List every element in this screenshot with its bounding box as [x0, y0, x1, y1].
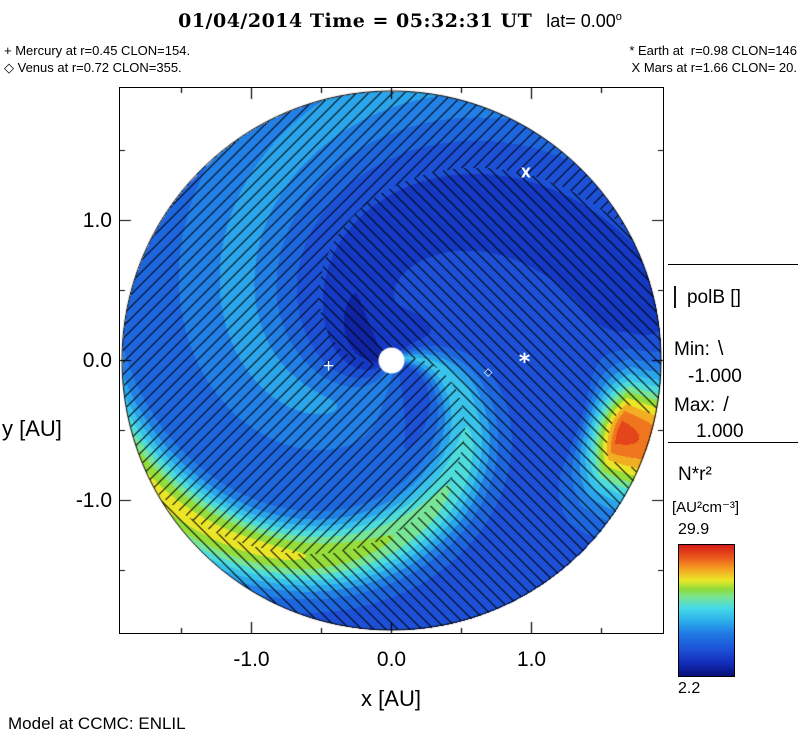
- legend-earth: * Earth at r=0.98 CLON=146: [629, 43, 797, 58]
- model-credit: Model at CCMC: ENLIL: [8, 714, 186, 733]
- polb-max-hatch-icon: /: [723, 394, 729, 416]
- divider-top: [668, 264, 798, 265]
- polb-bar-glyph: |: [672, 282, 678, 308]
- plot-date-time: 01/04/2014 Time = 05:32:31 UT: [178, 10, 533, 32]
- latitude-text: lat= 0.00: [546, 11, 616, 31]
- plot-frame: + ◇ * X: [119, 87, 664, 634]
- polb-min-label: Min:: [674, 339, 710, 360]
- x-tick-label: -1.0: [233, 648, 270, 671]
- polb-max-row: Max: /: [674, 394, 729, 417]
- colorbar-max-label: 29.9: [678, 521, 710, 538]
- polb-min-row: Min: \: [674, 338, 723, 361]
- right-panel: | polB [] Min: \ -1.000 Max: / 1.000 N*r² […: [668, 0, 798, 746]
- y-axis-label: y [AU]: [2, 416, 62, 441]
- x-tick-label: 1.0: [516, 648, 547, 671]
- legend-venus: ◇ Venus at r=0.72 CLON=355.: [4, 60, 182, 75]
- legend-mercury: + Mercury at r=0.45 CLON=154.: [4, 43, 191, 58]
- y-tick-label: 1.0: [82, 208, 112, 232]
- polb-title-row: | polB []: [672, 282, 741, 309]
- planet-marker-layer: + ◇ * X: [120, 88, 663, 633]
- plot-title: 01/04/2014 Time = 05:32:31 UT lat= 0.00o: [0, 10, 800, 32]
- legend-mars: X Mars at r=1.66 CLON= 20.: [631, 60, 797, 75]
- x-axis-label: x [AU]: [361, 686, 421, 711]
- colorbar-title: N*r²: [678, 464, 712, 485]
- planet-marker-earth: *: [518, 350, 531, 376]
- polb-min-hatch-icon: \: [717, 338, 724, 360]
- legend-left: + Mercury at r=0.45 CLON=154. ◇ Venus at…: [4, 42, 190, 76]
- colorbar-min-label: 2.2: [678, 680, 701, 697]
- colorbar: [678, 544, 735, 677]
- legend-right: * Earth at r=0.98 CLON=146 X Mars at r=1…: [629, 42, 797, 76]
- polb-title: polB []: [686, 287, 741, 308]
- y-tick-label: 0.0: [82, 348, 112, 372]
- y-tick-label: -1.0: [75, 488, 112, 512]
- polb-max-label: Max:: [674, 395, 716, 416]
- colorbar-units: [AU²cm⁻³]: [672, 499, 740, 516]
- plot-latitude: lat= 0.00o: [546, 11, 622, 31]
- polb-max-value: 1.000: [696, 421, 744, 442]
- planet-marker-mercury: +: [322, 356, 335, 375]
- planet-marker-mars: X: [520, 166, 531, 182]
- planet-marker-venus: ◇: [483, 365, 493, 379]
- polb-min-value: -1.000: [688, 366, 742, 387]
- divider-bottom: [668, 442, 798, 443]
- x-tick-label: 0.0: [376, 648, 407, 671]
- heliosphere-canvas: [120, 88, 663, 633]
- degree-superscript: o: [615, 11, 622, 23]
